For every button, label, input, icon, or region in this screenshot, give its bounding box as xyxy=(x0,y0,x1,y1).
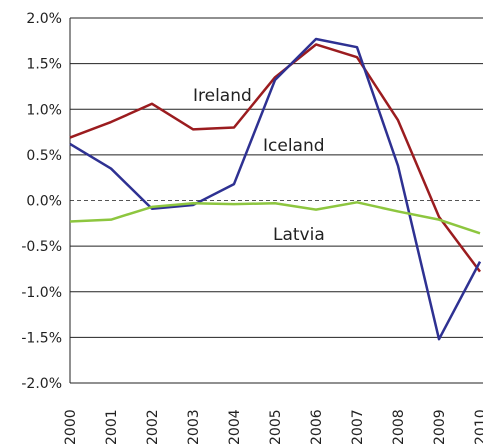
y-tick-label: 1.0% xyxy=(26,102,62,118)
x-tick-label: 2004 xyxy=(227,409,243,445)
y-tick-label: 2.0% xyxy=(26,11,62,27)
x-tick-label: 2002 xyxy=(145,409,161,445)
x-tick-label: 2000 xyxy=(63,409,79,445)
y-tick-label: 0.5% xyxy=(26,148,62,164)
series-label: Latvia xyxy=(273,225,325,245)
y-tick-label: -0.5% xyxy=(21,239,62,255)
x-tick-label: 2006 xyxy=(309,409,325,445)
y-tick-label: -1.0% xyxy=(21,285,62,301)
y-tick-label: 0.0% xyxy=(26,194,62,210)
series-label: Ireland xyxy=(193,86,252,106)
series-line xyxy=(69,37,482,341)
x-tick-label: 2005 xyxy=(268,409,284,445)
y-tick-label: -2.0% xyxy=(21,376,62,392)
x-tick-label: 2003 xyxy=(186,409,202,445)
series-line xyxy=(69,201,481,235)
y-tick-label: -1.5% xyxy=(21,330,62,346)
x-tick-label: 2008 xyxy=(391,409,407,445)
series-line xyxy=(69,43,482,273)
y-tick-label: 1.5% xyxy=(26,57,62,73)
series-label: Iceland xyxy=(263,136,325,156)
x-tick-label: 2007 xyxy=(350,409,366,445)
x-tick-label: 2001 xyxy=(104,409,120,445)
x-tick-label: 2010 xyxy=(473,409,483,445)
x-tick-label: 2009 xyxy=(432,409,448,445)
